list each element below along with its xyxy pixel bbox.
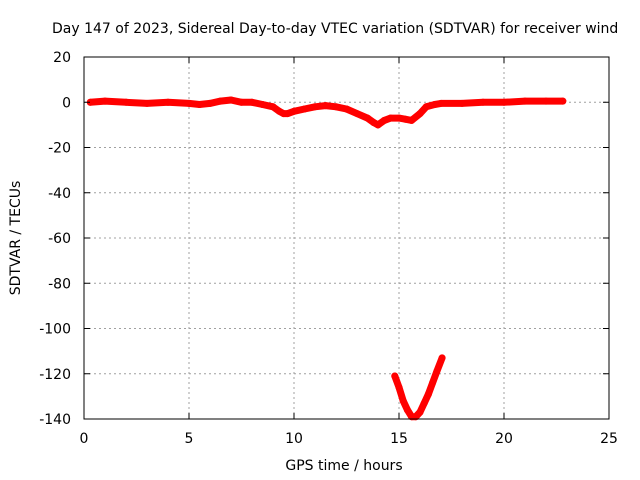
x-tick-label: 5	[185, 431, 194, 447]
y-axis-label: SDTVAR / TECUs	[8, 181, 24, 296]
axis-ticks: 0 5 10 15 20 25 -140 -120 -100 -80 -60 -40 -20 0 20	[39, 50, 618, 447]
data-point	[395, 114, 403, 122]
data-point	[248, 98, 256, 106]
data-point	[259, 101, 266, 109]
data-point	[437, 99, 445, 107]
data-point	[206, 99, 214, 107]
x-tick-label: 25	[600, 431, 618, 447]
data-point	[301, 105, 308, 113]
data-point	[431, 101, 439, 109]
data-point	[196, 101, 203, 109]
data-point	[416, 110, 424, 118]
data-point	[424, 390, 432, 398]
y-tick-label: -140	[39, 412, 71, 428]
data-point	[542, 97, 550, 105]
data-point	[164, 98, 172, 106]
data-point	[458, 99, 466, 107]
data-point	[500, 98, 508, 106]
data-point	[322, 102, 329, 110]
data-point	[422, 103, 430, 111]
data-point	[403, 406, 411, 414]
data-point	[122, 98, 130, 106]
data-point	[284, 110, 292, 118]
chart-title: Day 147 of 2023, Sidereal Day-to-day VTE…	[52, 21, 618, 37]
y-tick-label: 0	[62, 95, 71, 111]
data-point	[395, 383, 403, 391]
x-axis-label: GPS time / hours	[285, 458, 402, 474]
data-point	[401, 115, 409, 123]
data-point	[269, 103, 277, 111]
data-point	[343, 105, 350, 113]
y-tick-label: -120	[39, 367, 71, 383]
y-tick-label: -60	[48, 231, 71, 247]
y-tick-label: -20	[48, 141, 71, 157]
y-tick-label: 20	[53, 50, 71, 66]
x-tick-label: 20	[495, 431, 513, 447]
data-point	[521, 97, 529, 105]
x-tick-label: 10	[285, 431, 303, 447]
x-tick-label: 15	[390, 431, 408, 447]
data-point	[433, 367, 441, 375]
x-tick-label: 0	[80, 431, 89, 447]
data-point	[429, 379, 437, 387]
data-point	[559, 97, 567, 105]
data-point	[86, 98, 94, 106]
data-point	[412, 413, 420, 421]
data-point	[387, 114, 395, 122]
data-point	[217, 97, 224, 105]
data-point	[408, 116, 416, 124]
data-point	[374, 121, 382, 129]
data-point	[391, 372, 399, 380]
data-point	[238, 98, 245, 106]
data-point	[101, 97, 109, 105]
data-point	[290, 107, 298, 115]
data-point	[416, 408, 424, 416]
data-point	[227, 96, 235, 104]
data-point	[311, 103, 319, 111]
data-point	[353, 110, 361, 118]
data-point	[380, 116, 388, 124]
data-point	[438, 354, 446, 362]
data-point	[143, 99, 151, 107]
data-point	[332, 103, 340, 111]
data-series	[86, 96, 567, 421]
data-point	[420, 399, 428, 407]
y-tick-label: -100	[39, 322, 71, 338]
data-point	[364, 114, 371, 122]
data-point	[479, 98, 487, 106]
y-tick-label: -40	[48, 186, 71, 202]
data-point	[185, 99, 193, 107]
y-tick-label: -80	[48, 276, 71, 292]
data-point	[399, 397, 407, 405]
